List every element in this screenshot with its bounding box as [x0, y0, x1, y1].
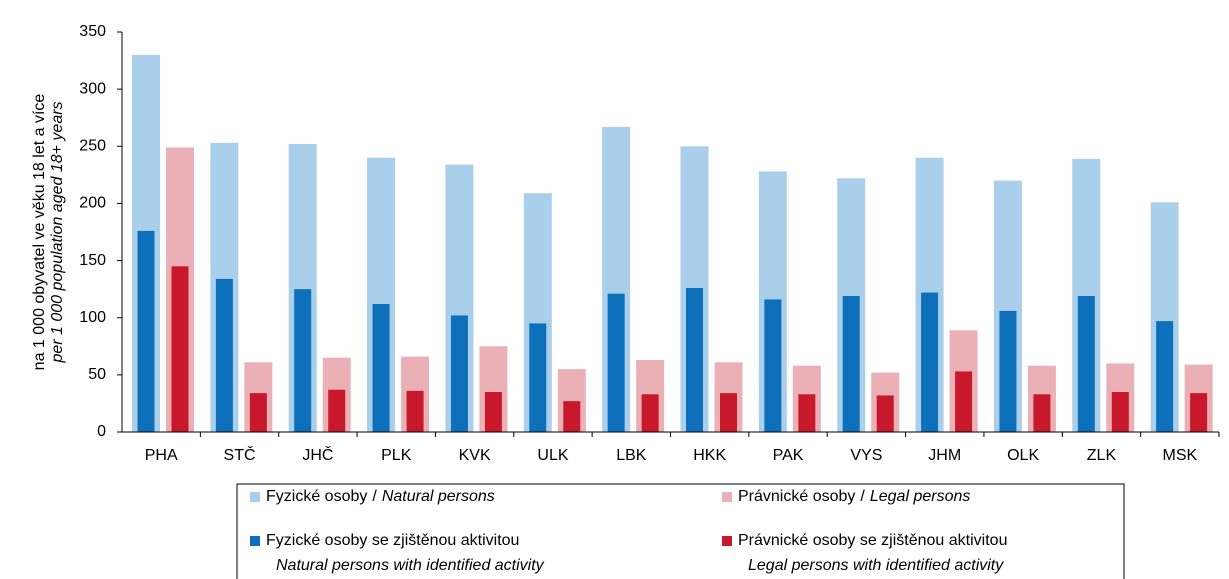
bar: [641, 394, 659, 432]
y-axis-label-en: per 1 000 population aged 18+ years: [49, 101, 66, 363]
legend-label-en: Natural persons with identified activity: [276, 557, 545, 574]
bar: [484, 392, 502, 432]
y-tick-label: 50: [88, 366, 106, 383]
legend-label: Právnické osoby / Legal persons: [738, 488, 970, 505]
x-tick-label: JHM: [928, 447, 961, 464]
y-tick-label: 350: [79, 23, 106, 40]
bar: [876, 395, 894, 432]
bar: [921, 292, 939, 432]
legend-name: Právnické osoby: [738, 488, 855, 505]
bar: [1111, 392, 1129, 432]
bar: [215, 278, 233, 432]
x-tick-label: HKK: [693, 447, 726, 464]
bar: [450, 315, 468, 432]
bar: [137, 230, 155, 432]
legend-swatch: [722, 492, 732, 502]
y-tick-label: 0: [97, 423, 106, 440]
x-tick-label: ULK: [537, 447, 568, 464]
legend-swatch: [722, 536, 732, 546]
x-tick-label: JHČ: [302, 445, 333, 464]
bar: [563, 401, 581, 432]
legend-name-en: Legal persons: [870, 488, 971, 505]
y-tick-label: 150: [79, 252, 106, 269]
x-tick-label: STČ: [224, 445, 256, 464]
legend-separator: /: [372, 488, 377, 505]
x-tick-label: PHA: [145, 447, 178, 464]
legend-swatch: [250, 492, 260, 502]
y-tick-label: 200: [79, 195, 106, 212]
y-axis-label: na 1 000 obyvatel ve věku 18 let a více: [31, 94, 48, 371]
legend-label: Fyzické osoby / Natural persons: [266, 488, 495, 505]
bar: [955, 371, 973, 432]
bar: [529, 323, 547, 432]
bar: [294, 289, 312, 432]
legend-separator: /: [860, 488, 865, 505]
bar: [1156, 321, 1174, 432]
bar: [999, 310, 1017, 432]
y-tick-label: 100: [79, 309, 106, 326]
bar: [607, 293, 625, 432]
bar: [249, 393, 267, 432]
legend-label: Fyzické osoby se zjištěnou aktivitou: [266, 532, 519, 549]
x-tick-label: ZLK: [1087, 447, 1117, 464]
bar: [1190, 393, 1208, 432]
legend-swatch: [250, 536, 260, 546]
bar: [372, 304, 390, 432]
bar: [171, 266, 189, 432]
bar: [764, 299, 782, 432]
legend-label-en: Legal persons with identified activity: [748, 557, 1004, 574]
bar: [686, 288, 703, 432]
bar: [798, 394, 816, 432]
legend-label: Právnické osoby se zjištěnou aktivitou: [738, 532, 1007, 549]
bar: [720, 393, 737, 432]
legend-name-en: Natural persons: [382, 488, 495, 505]
x-tick-label: VYS: [850, 447, 882, 464]
legend-name: Fyzické osoby: [266, 488, 367, 505]
x-tick-label: MSK: [1162, 447, 1197, 464]
bar: [328, 389, 346, 432]
y-tick-label: 250: [79, 138, 106, 155]
x-tick-label: KVK: [459, 447, 491, 464]
bar: [406, 390, 424, 432]
legend-box: [236, 483, 1125, 579]
x-tick-label: PLK: [381, 447, 412, 464]
bar: [842, 296, 860, 432]
bar: [1077, 296, 1095, 432]
x-tick-label: PAK: [773, 447, 804, 464]
y-tick-label: 300: [79, 80, 106, 97]
x-tick-label: OLK: [1007, 447, 1039, 464]
bar: [1033, 394, 1051, 432]
x-tick-label: LBK: [616, 447, 647, 464]
